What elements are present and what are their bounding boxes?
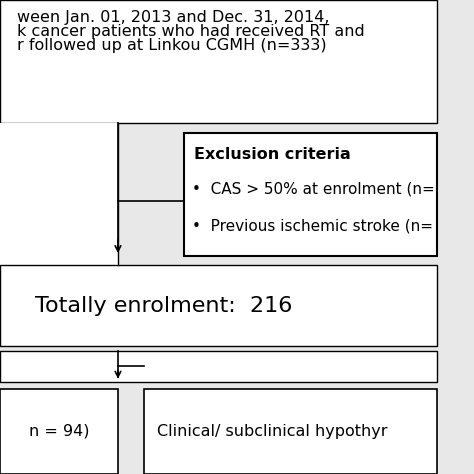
Bar bbox=[0, 265, 437, 346]
Text: ween Jan. 01, 2013 and Dec. 31, 2014,: ween Jan. 01, 2013 and Dec. 31, 2014, bbox=[18, 10, 330, 25]
Bar bbox=[0, 351, 437, 382]
Bar bbox=[144, 389, 437, 474]
Text: Totally enrolment:  216: Totally enrolment: 216 bbox=[35, 296, 292, 316]
Text: Exclusion criteria: Exclusion criteria bbox=[194, 147, 351, 163]
Text: Clinical/ subclinical hypothyr: Clinical/ subclinical hypothyr bbox=[157, 424, 388, 439]
Text: n = 94): n = 94) bbox=[29, 424, 89, 439]
Bar bbox=[0, 123, 118, 265]
Text: k cancer patients who had received RT and: k cancer patients who had received RT an… bbox=[18, 24, 365, 39]
Bar bbox=[183, 133, 437, 256]
Text: •  CAS > 50% at enrolment (n=: • CAS > 50% at enrolment (n= bbox=[192, 182, 435, 197]
Text: r followed up at Linkou CGMH (n=333): r followed up at Linkou CGMH (n=333) bbox=[18, 38, 327, 53]
Text: •  Previous ischemic stroke (n=: • Previous ischemic stroke (n= bbox=[192, 219, 433, 234]
Bar bbox=[0, 0, 437, 123]
Bar bbox=[0, 389, 118, 474]
